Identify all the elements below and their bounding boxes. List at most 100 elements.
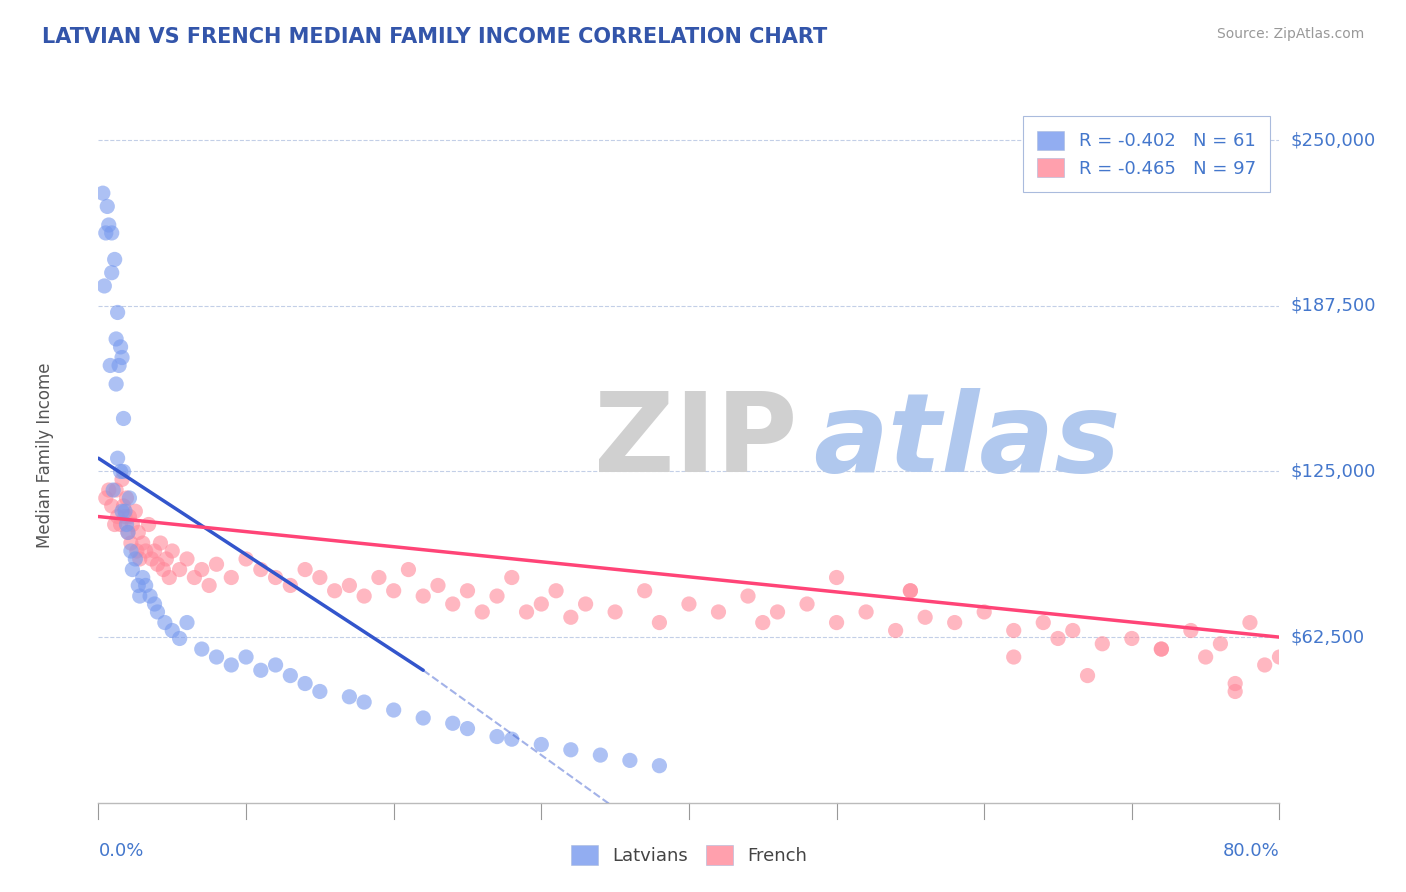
Point [337, 690, 360, 704]
Point [412, 589, 434, 603]
Point [486, 589, 509, 603]
Point [678, 597, 700, 611]
Point [1150, 642, 1173, 657]
Point [825, 615, 848, 630]
Point [105, 483, 128, 497]
Point [169, 563, 191, 577]
Point [560, 610, 582, 624]
Text: $125,000: $125,000 [1291, 462, 1376, 481]
Point [900, 583, 922, 598]
Point [132, 536, 155, 550]
Point [100, 266, 122, 280]
Point [128, 589, 150, 603]
Point [766, 605, 789, 619]
Point [152, 563, 174, 577]
Text: Median Family Income: Median Family Income [37, 362, 55, 548]
Text: $62,500: $62,500 [1291, 628, 1365, 646]
Point [100, 499, 122, 513]
Point [105, 377, 128, 392]
Point [127, 525, 149, 540]
Point [93, 279, 115, 293]
Point [530, 738, 553, 752]
Point [107, 451, 129, 466]
Point [486, 730, 509, 744]
Point [107, 305, 129, 319]
Point [1002, 650, 1025, 665]
Point [111, 472, 134, 486]
Point [605, 605, 627, 619]
Point [111, 351, 134, 365]
Point [1121, 632, 1143, 646]
Point [544, 583, 567, 598]
Point [1223, 676, 1246, 690]
Point [441, 716, 464, 731]
Point [264, 657, 287, 672]
Point [112, 499, 135, 513]
Point [108, 359, 131, 373]
Point [124, 504, 146, 518]
Point [114, 504, 136, 518]
Text: ZIP: ZIP [595, 387, 797, 494]
Point [264, 570, 287, 584]
Point [589, 748, 612, 763]
Point [337, 578, 360, 592]
Point [707, 605, 730, 619]
Point [94, 226, 117, 240]
Point [157, 570, 180, 584]
Text: Source: ZipAtlas.com: Source: ZipAtlas.com [1216, 27, 1364, 41]
Point [176, 615, 198, 630]
Point [796, 597, 818, 611]
Point [132, 570, 155, 584]
Text: 80.0%: 80.0% [1223, 842, 1279, 860]
Point [198, 578, 221, 592]
Point [530, 597, 553, 611]
Point [191, 563, 214, 577]
Point [100, 226, 122, 240]
Point [456, 583, 478, 598]
Point [94, 491, 117, 505]
Point [574, 597, 596, 611]
Point [120, 536, 142, 550]
Point [107, 509, 129, 524]
Point [146, 605, 169, 619]
Point [751, 615, 773, 630]
Point [115, 517, 138, 532]
Point [105, 332, 128, 346]
Point [309, 684, 332, 698]
Point [169, 632, 191, 646]
Point [114, 509, 136, 524]
Point [125, 544, 148, 558]
Point [205, 650, 228, 665]
Point [146, 558, 169, 572]
Point [973, 605, 995, 619]
Point [515, 605, 537, 619]
Point [560, 743, 582, 757]
Point [619, 753, 641, 767]
Point [633, 583, 655, 598]
Point [141, 552, 163, 566]
Point [205, 558, 228, 572]
Point [117, 525, 139, 540]
Point [250, 663, 273, 677]
Point [1268, 650, 1291, 665]
Point [98, 359, 121, 373]
Point [128, 552, 150, 566]
Point [648, 758, 671, 772]
Point [191, 642, 214, 657]
Point [112, 465, 135, 479]
Point [309, 570, 332, 584]
Point [110, 340, 132, 354]
Point [162, 624, 183, 638]
Point [104, 252, 127, 267]
Point [111, 504, 134, 518]
Point [112, 411, 135, 425]
Point [149, 536, 172, 550]
Point [353, 695, 375, 709]
Point [124, 552, 146, 566]
Point [235, 650, 257, 665]
Point [115, 491, 138, 505]
Point [120, 544, 142, 558]
Point [1223, 684, 1246, 698]
Point [97, 218, 120, 232]
Point [155, 552, 177, 566]
